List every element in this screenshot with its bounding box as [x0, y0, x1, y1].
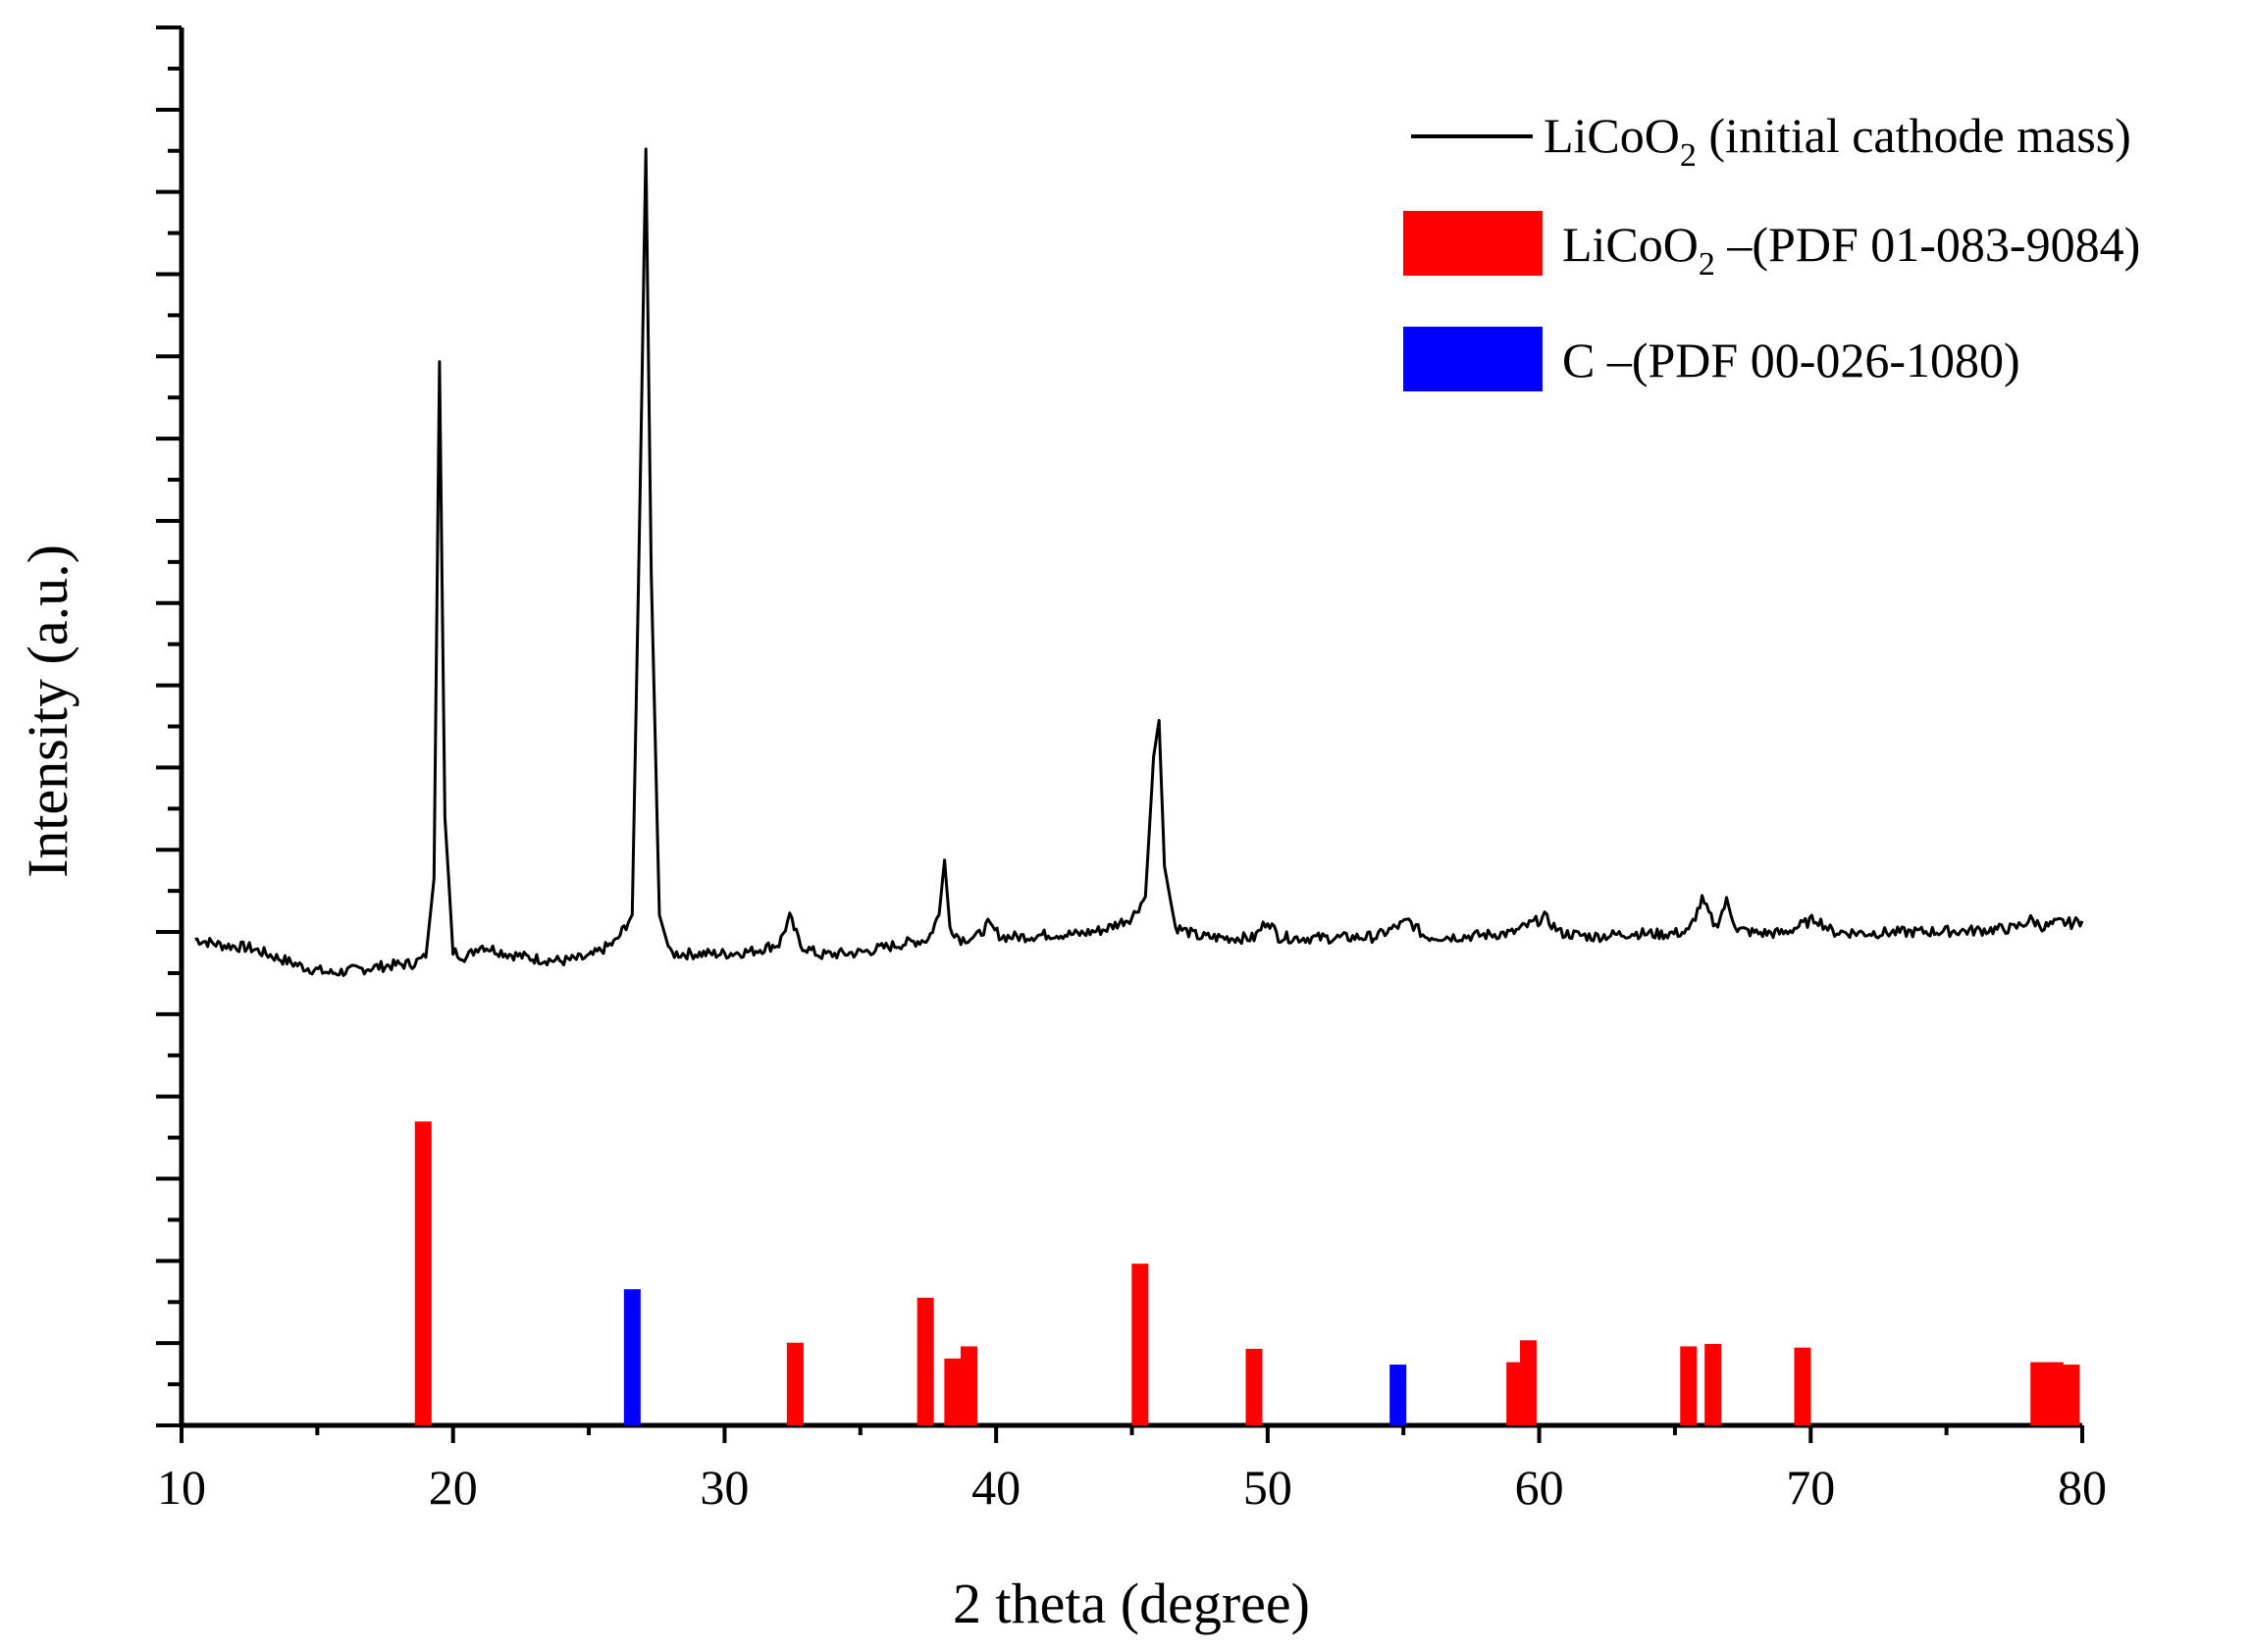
- x-tick-label: 50: [1243, 1460, 1292, 1515]
- licoo2-ref-stick-14: [2063, 1365, 2080, 1425]
- carbon-ref-stick-1: [1389, 1365, 1407, 1425]
- legend-label-carbon-ref: C –(PDF 00-026-1080): [1562, 333, 2020, 387]
- legend-label-xrd: LiCoO2 (initial cathode mass): [1544, 108, 2131, 174]
- licoo2-ref-stick-4: [960, 1346, 977, 1425]
- carbon-reference-sticks: [623, 1289, 1407, 1425]
- licoo2-ref-stick-7: [1506, 1362, 1524, 1425]
- licoo2-ref-stick-2: [917, 1297, 934, 1425]
- licoo2-xrd-pattern-line: [194, 147, 2084, 977]
- licoo2-ref-stick-0: [414, 1121, 432, 1425]
- licoo2-ref-stick-5: [1131, 1264, 1149, 1425]
- x-axis-ticks: 10 20 30 40 50 60 70 80: [157, 1425, 2107, 1515]
- legend-red-swatch: [1403, 211, 1543, 276]
- x-tick-label: 20: [429, 1460, 478, 1515]
- legend: LiCoO2 (initial cathode mass) LiCoO2 –(P…: [1403, 108, 2140, 391]
- x-tick-label: 60: [1515, 1460, 1564, 1515]
- x-tick-label: 80: [2058, 1460, 2107, 1515]
- licoo2-ref-stick-3: [944, 1358, 962, 1425]
- licoo2-ref-stick-8: [1520, 1340, 1538, 1425]
- legend-label-licoo2-ref: LiCoO2 –(PDF 01-083-9084): [1562, 217, 2140, 283]
- licoo2-ref-stick-9: [1680, 1346, 1698, 1425]
- x-axis-title: 2 theta (degree): [953, 1572, 1310, 1635]
- carbon-ref-stick-0: [623, 1289, 641, 1425]
- x-tick-label: 30: [700, 1460, 749, 1515]
- legend-blue-swatch: [1403, 327, 1543, 391]
- licoo2-reference-sticks: [414, 1121, 2080, 1425]
- y-axis-title: Intensity (a.u.): [16, 544, 79, 878]
- licoo2-ref-stick-10: [1704, 1343, 1722, 1425]
- x-tick-label: 10: [157, 1460, 206, 1515]
- x-tick-label: 70: [1786, 1460, 1835, 1515]
- licoo2-ref-stick-12: [2030, 1362, 2048, 1425]
- licoo2-ref-stick-13: [2046, 1362, 2064, 1425]
- axes: 10 20 30 40 50 60 70 80: [156, 26, 2107, 1515]
- x-tick-label: 40: [971, 1460, 1021, 1515]
- licoo2-ref-stick-6: [1245, 1348, 1263, 1425]
- licoo2-ref-stick-1: [786, 1342, 804, 1425]
- licoo2-ref-stick-11: [1794, 1347, 1811, 1425]
- y-axis-ticks: [156, 26, 182, 1427]
